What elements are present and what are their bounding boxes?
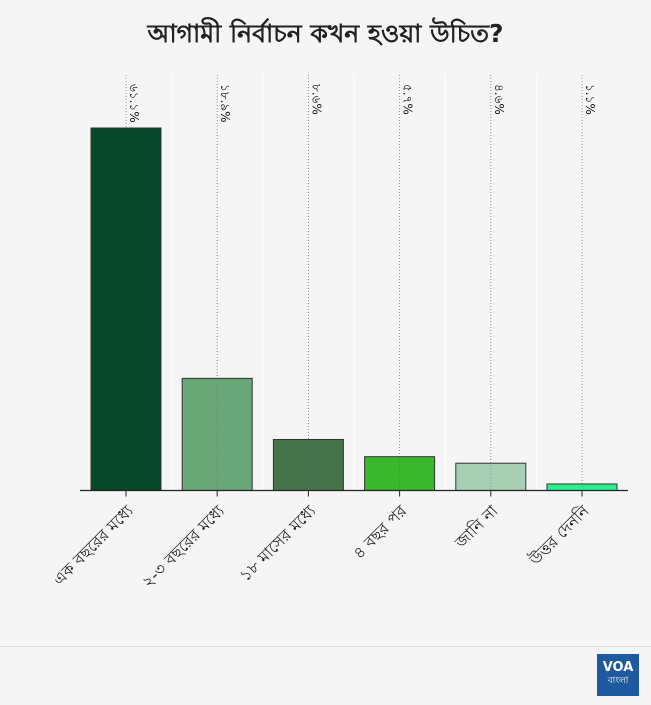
logo-text: VOA (602, 660, 634, 675)
footer-divider (0, 646, 651, 647)
data-label: ৮.৬% (309, 84, 323, 115)
bar-2 (181, 377, 253, 492)
logo-subtext: বাংলা (607, 676, 629, 686)
x-tick-label: জানি না (450, 501, 501, 552)
voa-logo-icon: VOA বাংলা (597, 654, 639, 696)
chart-title: আগামী নির্বাচন কখন হওয়া উচিত? (147, 19, 504, 48)
x-tick-label: ৪ বছর পর (349, 501, 411, 563)
data-label: ৫.৭% (401, 84, 415, 115)
data-label: ১.১% (583, 84, 597, 115)
data-label: ৪.৬% (492, 84, 506, 115)
x-tick-label: ১৮ মাসের মধ্যে (236, 501, 320, 585)
x-tick-label: ২-৩ বছরের মধ্যে (138, 501, 228, 591)
bar-chart: ৬১.১% ১৮.৯% ৮.৬% ৫.৭% ৪.৬% ১.১% এক বছরের মধ্যে… (49, 75, 628, 591)
data-label: ১৮.৯% (218, 84, 232, 123)
data-label: ৬১.১% (127, 84, 141, 123)
bar-4 (364, 456, 436, 492)
x-tick-label: উত্তর দেননি (525, 501, 593, 569)
x-tick-label: এক বছরের মধ্যে (49, 501, 137, 589)
